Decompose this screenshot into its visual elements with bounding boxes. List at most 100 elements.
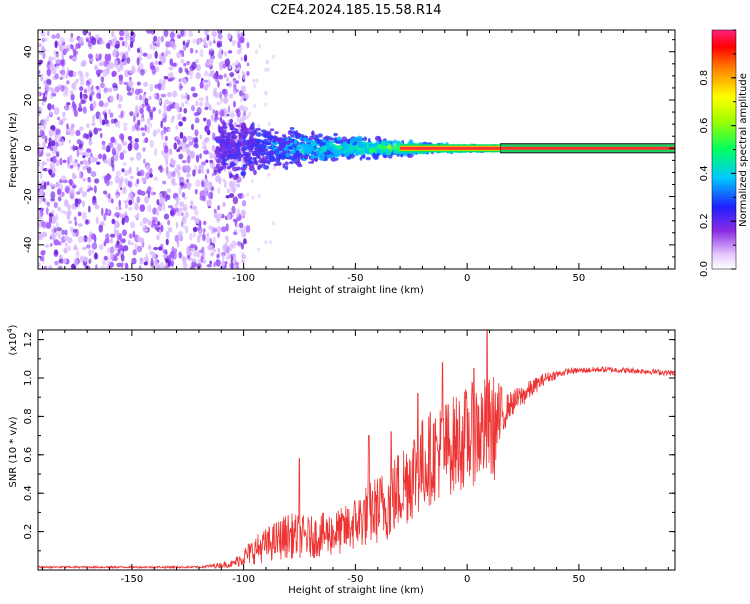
spectrogram-noise-blob [257, 194, 261, 199]
spectrogram-signal-blob [222, 162, 229, 166]
spectrogram-noise-blob [233, 231, 238, 236]
spectrogram-noise-blob [68, 37, 75, 43]
spectrogram-signal-blob [260, 152, 265, 157]
colorbar-tick-label: 0.6 [699, 118, 710, 134]
spectrogram-noise-blob [199, 134, 203, 140]
spectrogram-noise-blob [153, 176, 159, 181]
spectrogram-noise-blob [90, 152, 93, 157]
spectrogram-noise-blob [194, 138, 198, 143]
spectrogram-noise-blob [264, 240, 268, 245]
spectrogram-noise-blob [140, 127, 145, 131]
spectrogram-noise-blob [241, 94, 245, 99]
spectrogram-noise-blob [57, 241, 62, 246]
spectrogram-signal-blob [329, 143, 336, 147]
spectrogram-signal-blob [363, 143, 367, 149]
spectrogram-noise-blob [240, 56, 243, 62]
spectrogram-noise-blob [167, 205, 174, 209]
spectrogram-noise-blob [111, 218, 116, 225]
spectrogram-noise-blob [41, 180, 45, 186]
spectrogram-noise-blob [124, 202, 129, 209]
spectrogram-noise-blob [196, 251, 200, 258]
spectrogram-noise-blob [155, 210, 159, 216]
spectrogram-signal-blob [277, 146, 284, 152]
spectrogram-signal-blob [236, 142, 242, 146]
spectrogram-signal-blob [292, 147, 296, 151]
spectrogram-noise-blob [169, 157, 174, 164]
spectrogram-noise-blob [218, 212, 223, 218]
spectrogram-noise-blob [210, 252, 215, 257]
spectrogram-signal-blob [231, 135, 235, 139]
spectrogram-noise-blob [219, 91, 223, 100]
spectrogram-noise-blob [39, 188, 44, 196]
spectrogram-noise-blob [62, 111, 66, 118]
spectrogram-signal-blob [244, 159, 248, 163]
spectrogram-noise-blob [221, 254, 225, 261]
spectrogram-noise-blob [198, 220, 202, 228]
spectrogram-noise-blob [236, 224, 240, 229]
spectrogram-noise-blob [145, 172, 150, 180]
spectrogram-noise-blob [181, 160, 187, 164]
spectrogram-noise-blob [129, 111, 134, 117]
spectrogram-noise-blob [175, 221, 179, 229]
spectrogram-noise-blob [80, 99, 86, 105]
spectrogram-noise-blob [183, 225, 189, 231]
spectrogram-signal-blob [352, 149, 358, 154]
spectrogram-noise-blob [165, 41, 171, 48]
spectrogram-signal-blob [372, 152, 376, 157]
spectrogram-noise-blob [162, 253, 168, 258]
spectrogram-signal-blob [376, 152, 380, 157]
spectrogram-signal-blob [250, 132, 256, 137]
spectrogram-noise-blob [98, 114, 102, 122]
spectrogram-noise-blob [51, 34, 57, 40]
spectrogram-noise-blob [175, 125, 179, 130]
spectrogram-noise-blob [70, 188, 75, 195]
spectrogram-noise-blob [58, 206, 62, 212]
spectrogram-noise-blob [137, 69, 140, 73]
spectrogram-noise-blob [235, 262, 240, 266]
spectrogram-noise-blob [68, 139, 72, 144]
spectrogram-noise-blob [50, 140, 56, 147]
spectrogram-noise-blob [216, 253, 220, 259]
spectrogram-noise-blob [134, 243, 138, 250]
spectrogram-noise-blob [78, 37, 84, 45]
spectrogram-noise-blob [152, 216, 158, 223]
spectrogram-noise-blob [162, 248, 168, 254]
spectrogram-noise-blob [208, 50, 212, 56]
spectrogram-noise-blob [42, 167, 49, 172]
spectrogram-noise-blob [139, 257, 144, 265]
spectrogram-noise-blob [156, 199, 160, 206]
spectrogram-noise-blob [141, 132, 146, 137]
spectrogram-noise-blob [190, 247, 195, 252]
spectrogram-noise-blob [69, 127, 75, 137]
spectrogram-noise-blob [39, 146, 43, 152]
spectrogram-noise-blob [42, 141, 46, 149]
spectrogram-noise-blob [110, 246, 115, 254]
spectrogram-noise-blob [203, 220, 207, 226]
spectrogram-noise-blob [58, 258, 64, 264]
spectrogram-signal-blob [304, 145, 309, 149]
spectrogram-noise-blob [45, 83, 50, 91]
spectrogram-noise-blob [164, 196, 168, 202]
spectrogram-noise-blob [165, 230, 170, 239]
spectrogram-noise-blob [253, 103, 257, 108]
spectrogram-noise-blob [55, 141, 59, 148]
spectrogram-noise-blob [91, 37, 97, 46]
spectrogram-noise-blob [149, 250, 154, 256]
spectrogram-noise-blob [232, 62, 236, 67]
spectrogram-noise-blob [237, 33, 241, 42]
spectrogram-noise-blob [107, 87, 113, 93]
spectrogram-signal-blob [360, 150, 366, 156]
spectrogram-noise-blob [240, 85, 247, 93]
spectrogram-noise-blob [242, 115, 246, 120]
spectrogram-noise-blob [217, 42, 223, 48]
spectrogram-noise-blob [272, 221, 276, 226]
spectrogram-noise-blob [57, 232, 62, 240]
spectrogram-noise-blob [226, 213, 232, 220]
spectrogram-signal-blob [292, 143, 297, 149]
spectrogram-noise-blob [75, 78, 79, 83]
spectrogram-signal-blob [270, 157, 275, 161]
spectrogram-noise-blob [192, 226, 198, 232]
spectrogram-noise-blob [101, 140, 106, 146]
spectrogram-noise-blob [119, 133, 125, 140]
spectrogram-noise-blob [178, 121, 184, 127]
